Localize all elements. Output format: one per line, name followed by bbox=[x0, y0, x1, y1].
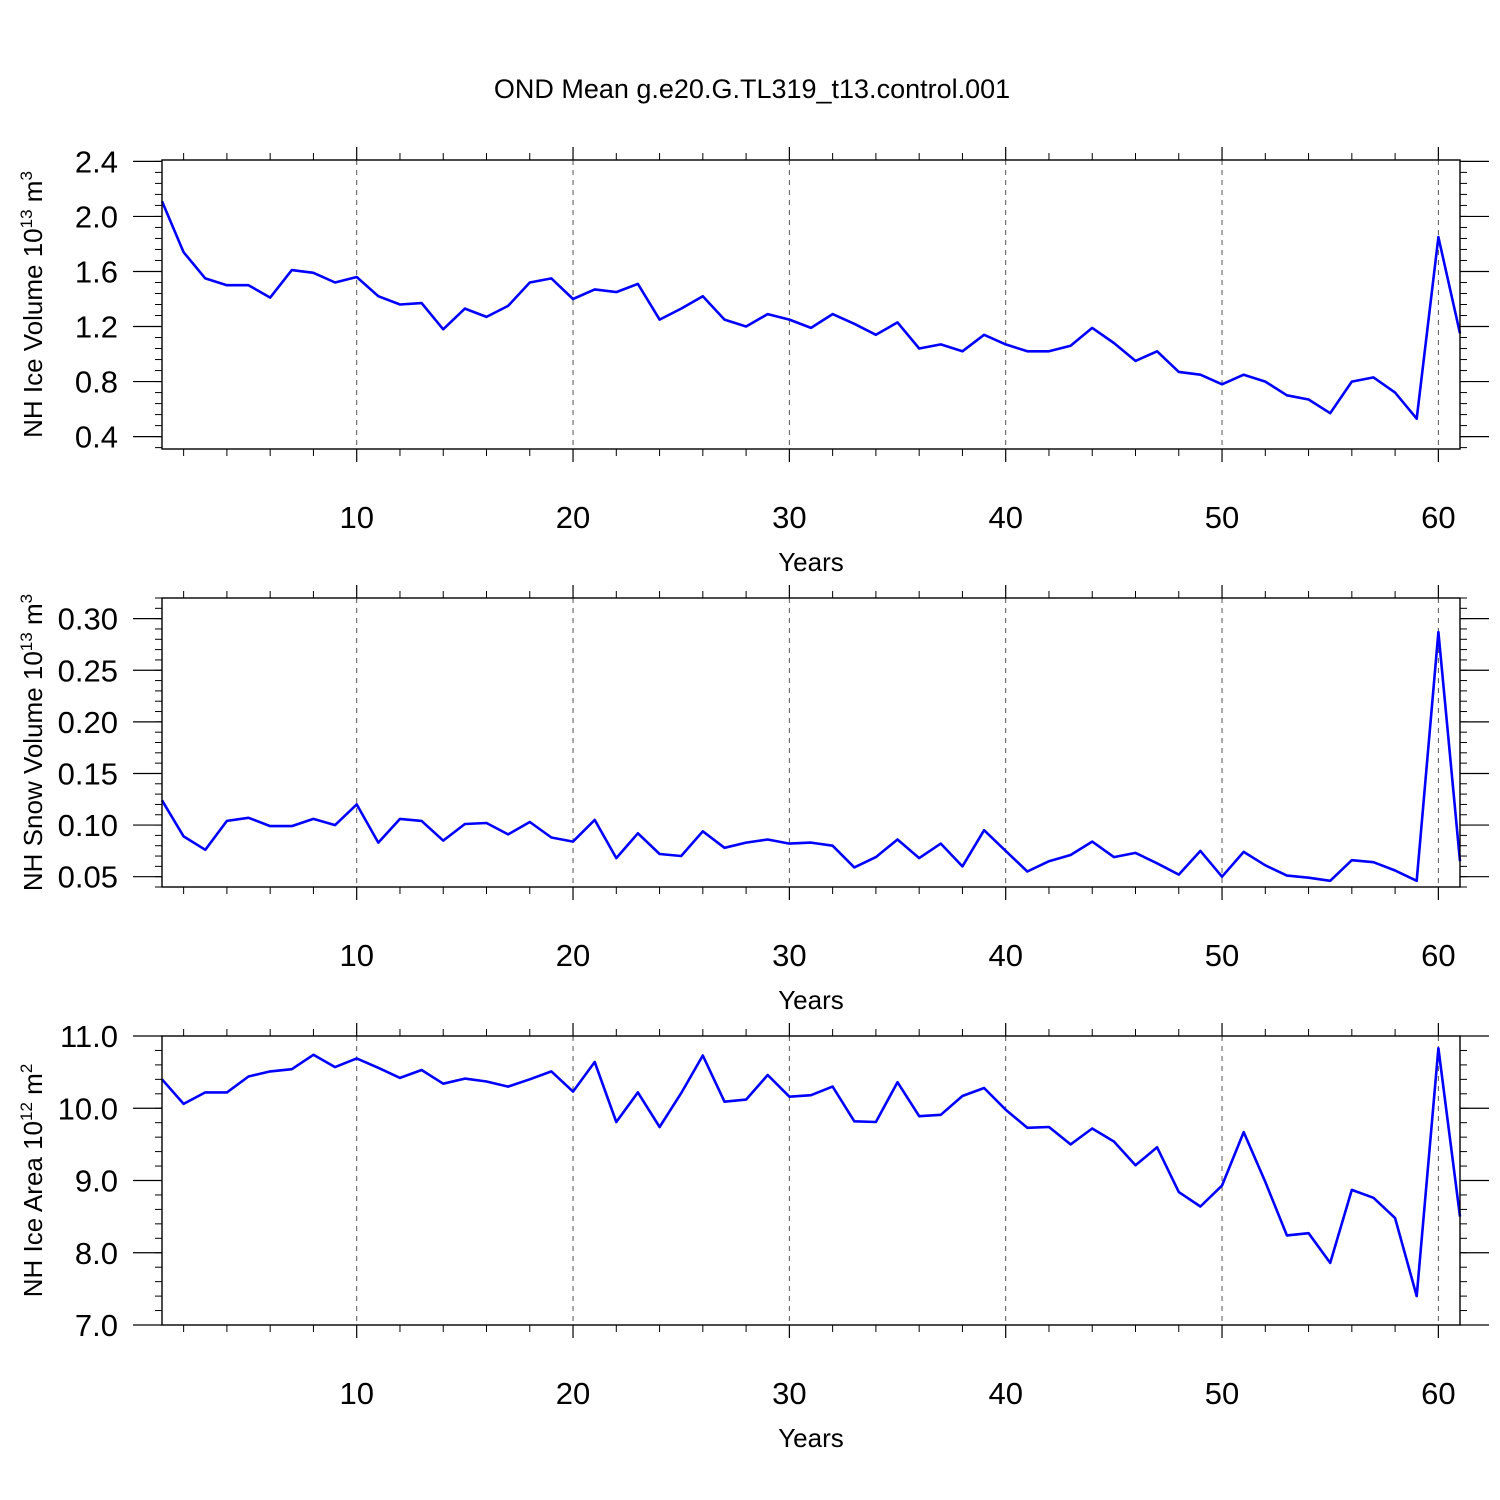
y-tick-label: 0.30 bbox=[58, 602, 118, 637]
series-line bbox=[160, 200, 1462, 421]
x-tick-label: 40 bbox=[988, 1376, 1022, 1411]
panel-1: 0.4 0.8 1.2 1.6 2.0 2.4 10 20 30 40 50 60 Years NH Ic… bbox=[17, 144, 1489, 577]
x-tick-label: 60 bbox=[1421, 1376, 1455, 1411]
y-tick-label: 0.25 bbox=[58, 653, 118, 688]
x-tick-label: 10 bbox=[339, 938, 373, 973]
panel-3: 7.0 8.0 9.0 10.0 11.0 10 20 30 40 50 60 Years NH Ice… bbox=[17, 1019, 1489, 1453]
plot-frame bbox=[161, 159, 1461, 450]
x-axis-label: Years bbox=[778, 985, 844, 1015]
y-tick-label: 2.4 bbox=[75, 144, 118, 179]
chart-title: OND Mean g.e20.G.TL319_t13.control.001 bbox=[494, 74, 1010, 104]
y-tick-label: 7.0 bbox=[75, 1308, 118, 1343]
x-tick-label: 30 bbox=[772, 938, 806, 973]
x-tick-label: 10 bbox=[339, 500, 373, 535]
y-tick-label: 10.0 bbox=[58, 1091, 118, 1126]
y-tick-label: 0.8 bbox=[75, 365, 118, 400]
series-line bbox=[161, 1047, 1462, 1298]
x-tick-label: 50 bbox=[1205, 500, 1239, 535]
plot-frame bbox=[161, 1035, 1461, 1326]
y-tick-label: 0.15 bbox=[58, 756, 118, 791]
y-tick-label: 0.05 bbox=[58, 860, 118, 895]
y-tick-label: 1.6 bbox=[75, 254, 118, 289]
x-tick-label: 30 bbox=[772, 1376, 806, 1411]
x-tick-label: 60 bbox=[1421, 500, 1455, 535]
x-tick-label: 10 bbox=[339, 1376, 373, 1411]
series-line bbox=[160, 630, 1462, 883]
y-axis-label: NH Ice Area 1012 m2 bbox=[17, 1064, 48, 1298]
x-tick-label: 20 bbox=[556, 500, 590, 535]
plot-frame bbox=[161, 597, 1461, 888]
x-tick-label: 20 bbox=[556, 1376, 590, 1411]
panel-2: 0.05 0.10 0.15 0.20 0.25 0.30 10 20 30 40 50 60 Year… bbox=[17, 585, 1489, 1015]
y-tick-label: 9.0 bbox=[75, 1164, 118, 1199]
x-axis-label: Years bbox=[778, 1423, 844, 1453]
x-tick-label: 20 bbox=[556, 938, 590, 973]
x-tick-label: 30 bbox=[772, 500, 806, 535]
y-axis-label: NH Snow Volume 1013 m3 bbox=[17, 594, 48, 891]
x-tick-label: 50 bbox=[1205, 1376, 1239, 1411]
y-tick-label: 0.10 bbox=[58, 808, 118, 843]
x-tick-label: 50 bbox=[1205, 938, 1239, 973]
y-tick-label: 0.4 bbox=[75, 420, 118, 455]
x-axis-label: Years bbox=[778, 547, 844, 577]
y-tick-label: 0.20 bbox=[58, 705, 118, 740]
y-axis-label: NH Ice Volume 1013 m3 bbox=[17, 171, 48, 438]
y-tick-label: 1.2 bbox=[75, 310, 118, 345]
x-tick-label: 40 bbox=[988, 500, 1022, 535]
x-tick-label: 40 bbox=[988, 938, 1022, 973]
x-tick-label: 60 bbox=[1421, 938, 1455, 973]
y-tick-label: 2.0 bbox=[75, 199, 118, 234]
y-tick-label: 8.0 bbox=[75, 1236, 118, 1271]
y-tick-label: 11.0 bbox=[60, 1019, 118, 1054]
